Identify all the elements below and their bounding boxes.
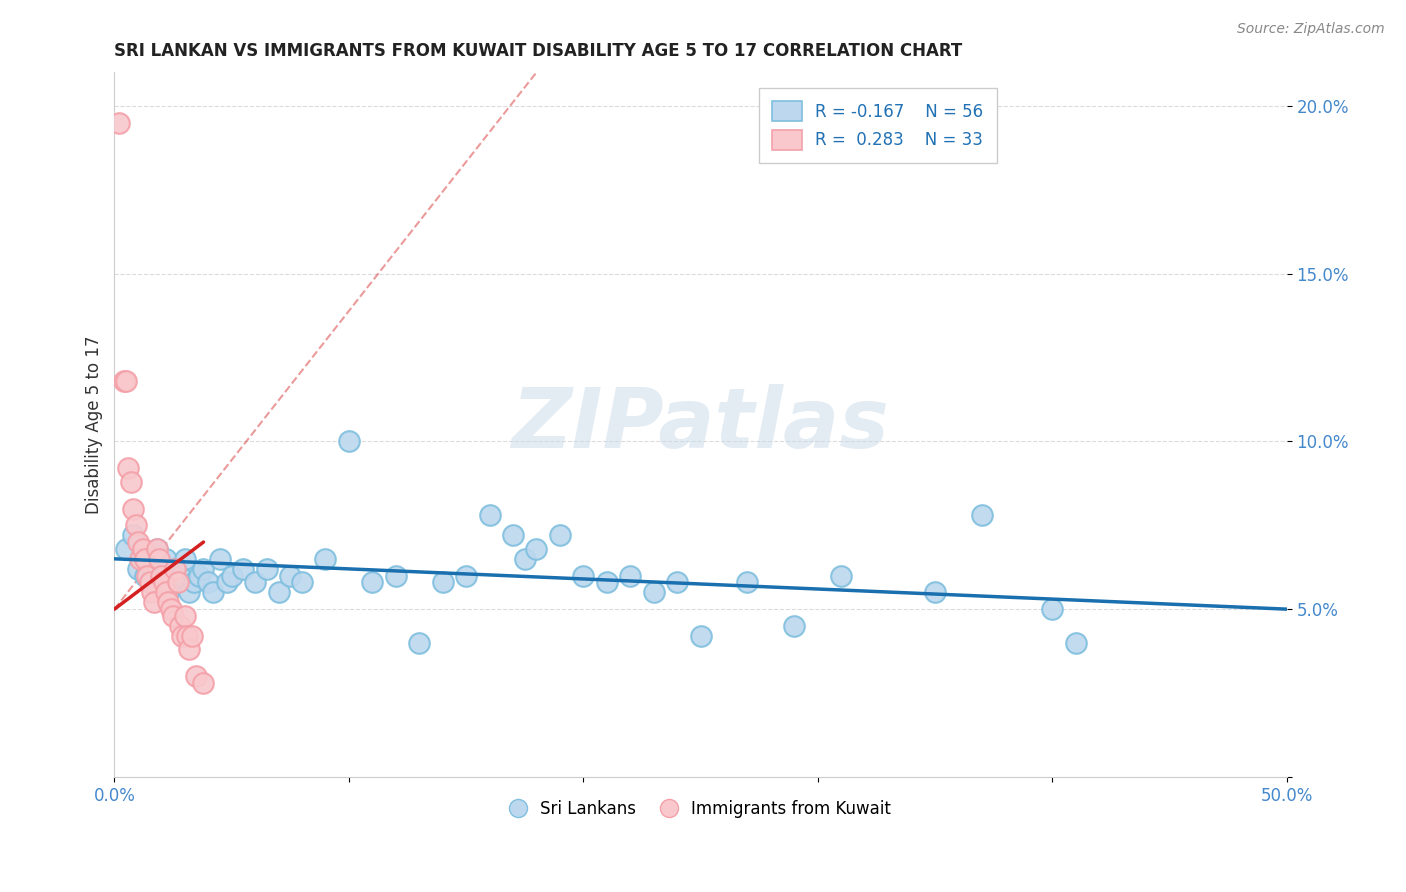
Point xyxy=(165,562,187,576)
Point xyxy=(141,585,163,599)
Point xyxy=(150,568,173,582)
Point xyxy=(432,575,454,590)
Point xyxy=(122,528,145,542)
Point xyxy=(197,575,219,590)
Point xyxy=(117,461,139,475)
Point xyxy=(384,568,406,582)
Point xyxy=(278,568,301,582)
Point xyxy=(134,551,156,566)
Point xyxy=(193,562,215,576)
Point xyxy=(548,528,571,542)
Point xyxy=(165,562,187,576)
Point xyxy=(134,568,156,582)
Point xyxy=(526,541,548,556)
Point xyxy=(108,116,131,130)
Y-axis label: Disability Age 5 to 17: Disability Age 5 to 17 xyxy=(86,335,103,514)
Point xyxy=(513,551,536,566)
Point xyxy=(145,541,167,556)
Point xyxy=(152,575,174,590)
Point xyxy=(143,595,166,609)
Point xyxy=(127,535,149,549)
Point xyxy=(122,501,145,516)
Point xyxy=(408,636,430,650)
Point xyxy=(619,568,641,582)
Point xyxy=(783,619,806,633)
Point xyxy=(243,575,266,590)
Point xyxy=(1040,602,1063,616)
Point xyxy=(689,629,711,643)
Point xyxy=(643,585,665,599)
Point xyxy=(596,575,619,590)
Point xyxy=(924,585,946,599)
Text: ZIPatlas: ZIPatlas xyxy=(512,384,890,465)
Point xyxy=(970,508,993,523)
Point xyxy=(232,562,254,576)
Point xyxy=(215,575,238,590)
Legend: Sri Lankans, Immigrants from Kuwait: Sri Lankans, Immigrants from Kuwait xyxy=(503,794,897,825)
Point xyxy=(221,568,243,582)
Point xyxy=(176,629,198,643)
Point xyxy=(291,575,314,590)
Point xyxy=(454,568,477,582)
Point xyxy=(478,508,501,523)
Point xyxy=(267,585,290,599)
Point xyxy=(314,551,336,566)
Point xyxy=(157,585,180,599)
Point xyxy=(166,575,188,590)
Point xyxy=(256,562,278,576)
Point xyxy=(208,551,231,566)
Point xyxy=(115,541,138,556)
Point xyxy=(169,568,191,582)
Point xyxy=(173,551,195,566)
Point xyxy=(150,568,173,582)
Point xyxy=(179,642,201,657)
Text: SRI LANKAN VS IMMIGRANTS FROM KUWAIT DISABILITY AGE 5 TO 17 CORRELATION CHART: SRI LANKAN VS IMMIGRANTS FROM KUWAIT DIS… xyxy=(114,42,963,60)
Point xyxy=(120,475,142,489)
Point xyxy=(138,575,160,590)
Point xyxy=(148,575,170,590)
Point xyxy=(337,434,360,449)
Point xyxy=(127,562,149,576)
Point xyxy=(187,568,209,582)
Point xyxy=(186,669,208,683)
Point xyxy=(180,629,202,643)
Point xyxy=(157,595,180,609)
Point xyxy=(572,568,595,582)
Point xyxy=(830,568,852,582)
Point xyxy=(183,575,205,590)
Point xyxy=(155,551,177,566)
Point xyxy=(155,585,177,599)
Point xyxy=(173,608,195,623)
Point xyxy=(138,575,160,590)
Point xyxy=(145,541,167,556)
Point xyxy=(148,551,170,566)
Point xyxy=(201,585,224,599)
Point xyxy=(162,608,184,623)
Point xyxy=(169,619,191,633)
Point xyxy=(666,575,689,590)
Point xyxy=(193,676,215,690)
Point xyxy=(361,575,384,590)
Point xyxy=(131,551,153,566)
Point xyxy=(136,568,159,582)
Point xyxy=(115,374,138,388)
Point xyxy=(162,575,184,590)
Point xyxy=(502,528,524,542)
Point xyxy=(112,374,135,388)
Text: Source: ZipAtlas.com: Source: ZipAtlas.com xyxy=(1237,22,1385,37)
Point xyxy=(172,629,194,643)
Point xyxy=(737,575,759,590)
Point xyxy=(129,551,152,566)
Point xyxy=(124,518,146,533)
Point xyxy=(131,541,153,556)
Point xyxy=(179,585,201,599)
Point xyxy=(141,562,163,576)
Point xyxy=(1064,636,1087,650)
Point xyxy=(159,602,181,616)
